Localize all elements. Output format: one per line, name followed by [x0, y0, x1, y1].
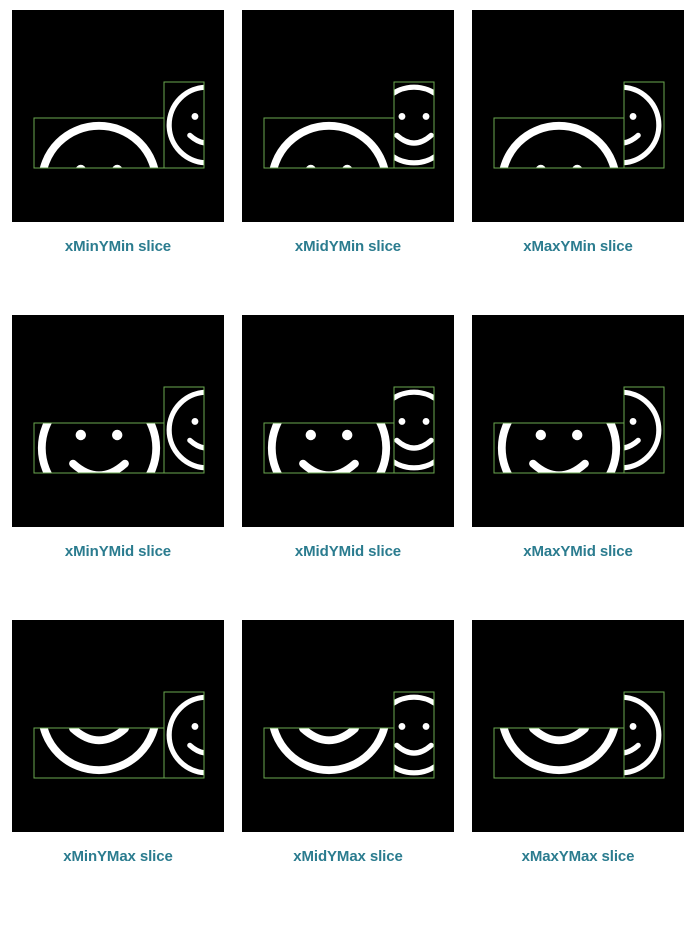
caption: xMinYMax slice — [63, 848, 172, 865]
caption: xMidYMin slice — [295, 238, 401, 255]
tile-svg — [242, 10, 454, 222]
grid-cell: xMidYMax slice — [242, 620, 454, 865]
tile — [12, 10, 224, 222]
tile-svg — [472, 10, 684, 222]
tile — [242, 315, 454, 527]
tile — [12, 620, 224, 832]
tile-bg — [242, 10, 454, 222]
tile — [472, 315, 684, 527]
tile-bg — [242, 620, 454, 832]
grid-cell: xMaxYMin slice — [472, 10, 684, 255]
caption: xMinYMin slice — [65, 238, 171, 255]
tile-svg — [472, 315, 684, 527]
tile-svg — [12, 315, 224, 527]
tile-svg — [472, 620, 684, 832]
tile-svg — [12, 620, 224, 832]
tile-bg — [472, 620, 684, 832]
page: xMinYMin slice xMidYMin slice — [0, 0, 696, 895]
caption: xMinYMid slice — [65, 543, 171, 560]
tile-svg — [242, 315, 454, 527]
caption: xMaxYMid slice — [523, 543, 632, 560]
tile-bg — [472, 10, 684, 222]
grid-cell: xMinYMax slice — [12, 620, 224, 865]
grid-cell: xMidYMin slice — [242, 10, 454, 255]
tile-bg — [242, 315, 454, 527]
tile-bg — [472, 315, 684, 527]
caption: xMidYMax slice — [293, 848, 402, 865]
grid-cell: xMaxYMid slice — [472, 315, 684, 560]
tile — [242, 10, 454, 222]
caption: xMaxYMax slice — [522, 848, 635, 865]
grid-cell: xMinYMin slice — [12, 10, 224, 255]
grid-cell: xMinYMid slice — [12, 315, 224, 560]
tile — [472, 620, 684, 832]
caption: xMidYMid slice — [295, 543, 401, 560]
caption: xMaxYMin slice — [523, 238, 632, 255]
grid-cell: xMidYMid slice — [242, 315, 454, 560]
diagram-grid: xMinYMin slice xMidYMin slice — [0, 10, 696, 865]
tile — [242, 620, 454, 832]
tile-svg — [242, 620, 454, 832]
tile — [12, 315, 224, 527]
tile-svg — [12, 10, 224, 222]
tile — [472, 10, 684, 222]
grid-cell: xMaxYMax slice — [472, 620, 684, 865]
